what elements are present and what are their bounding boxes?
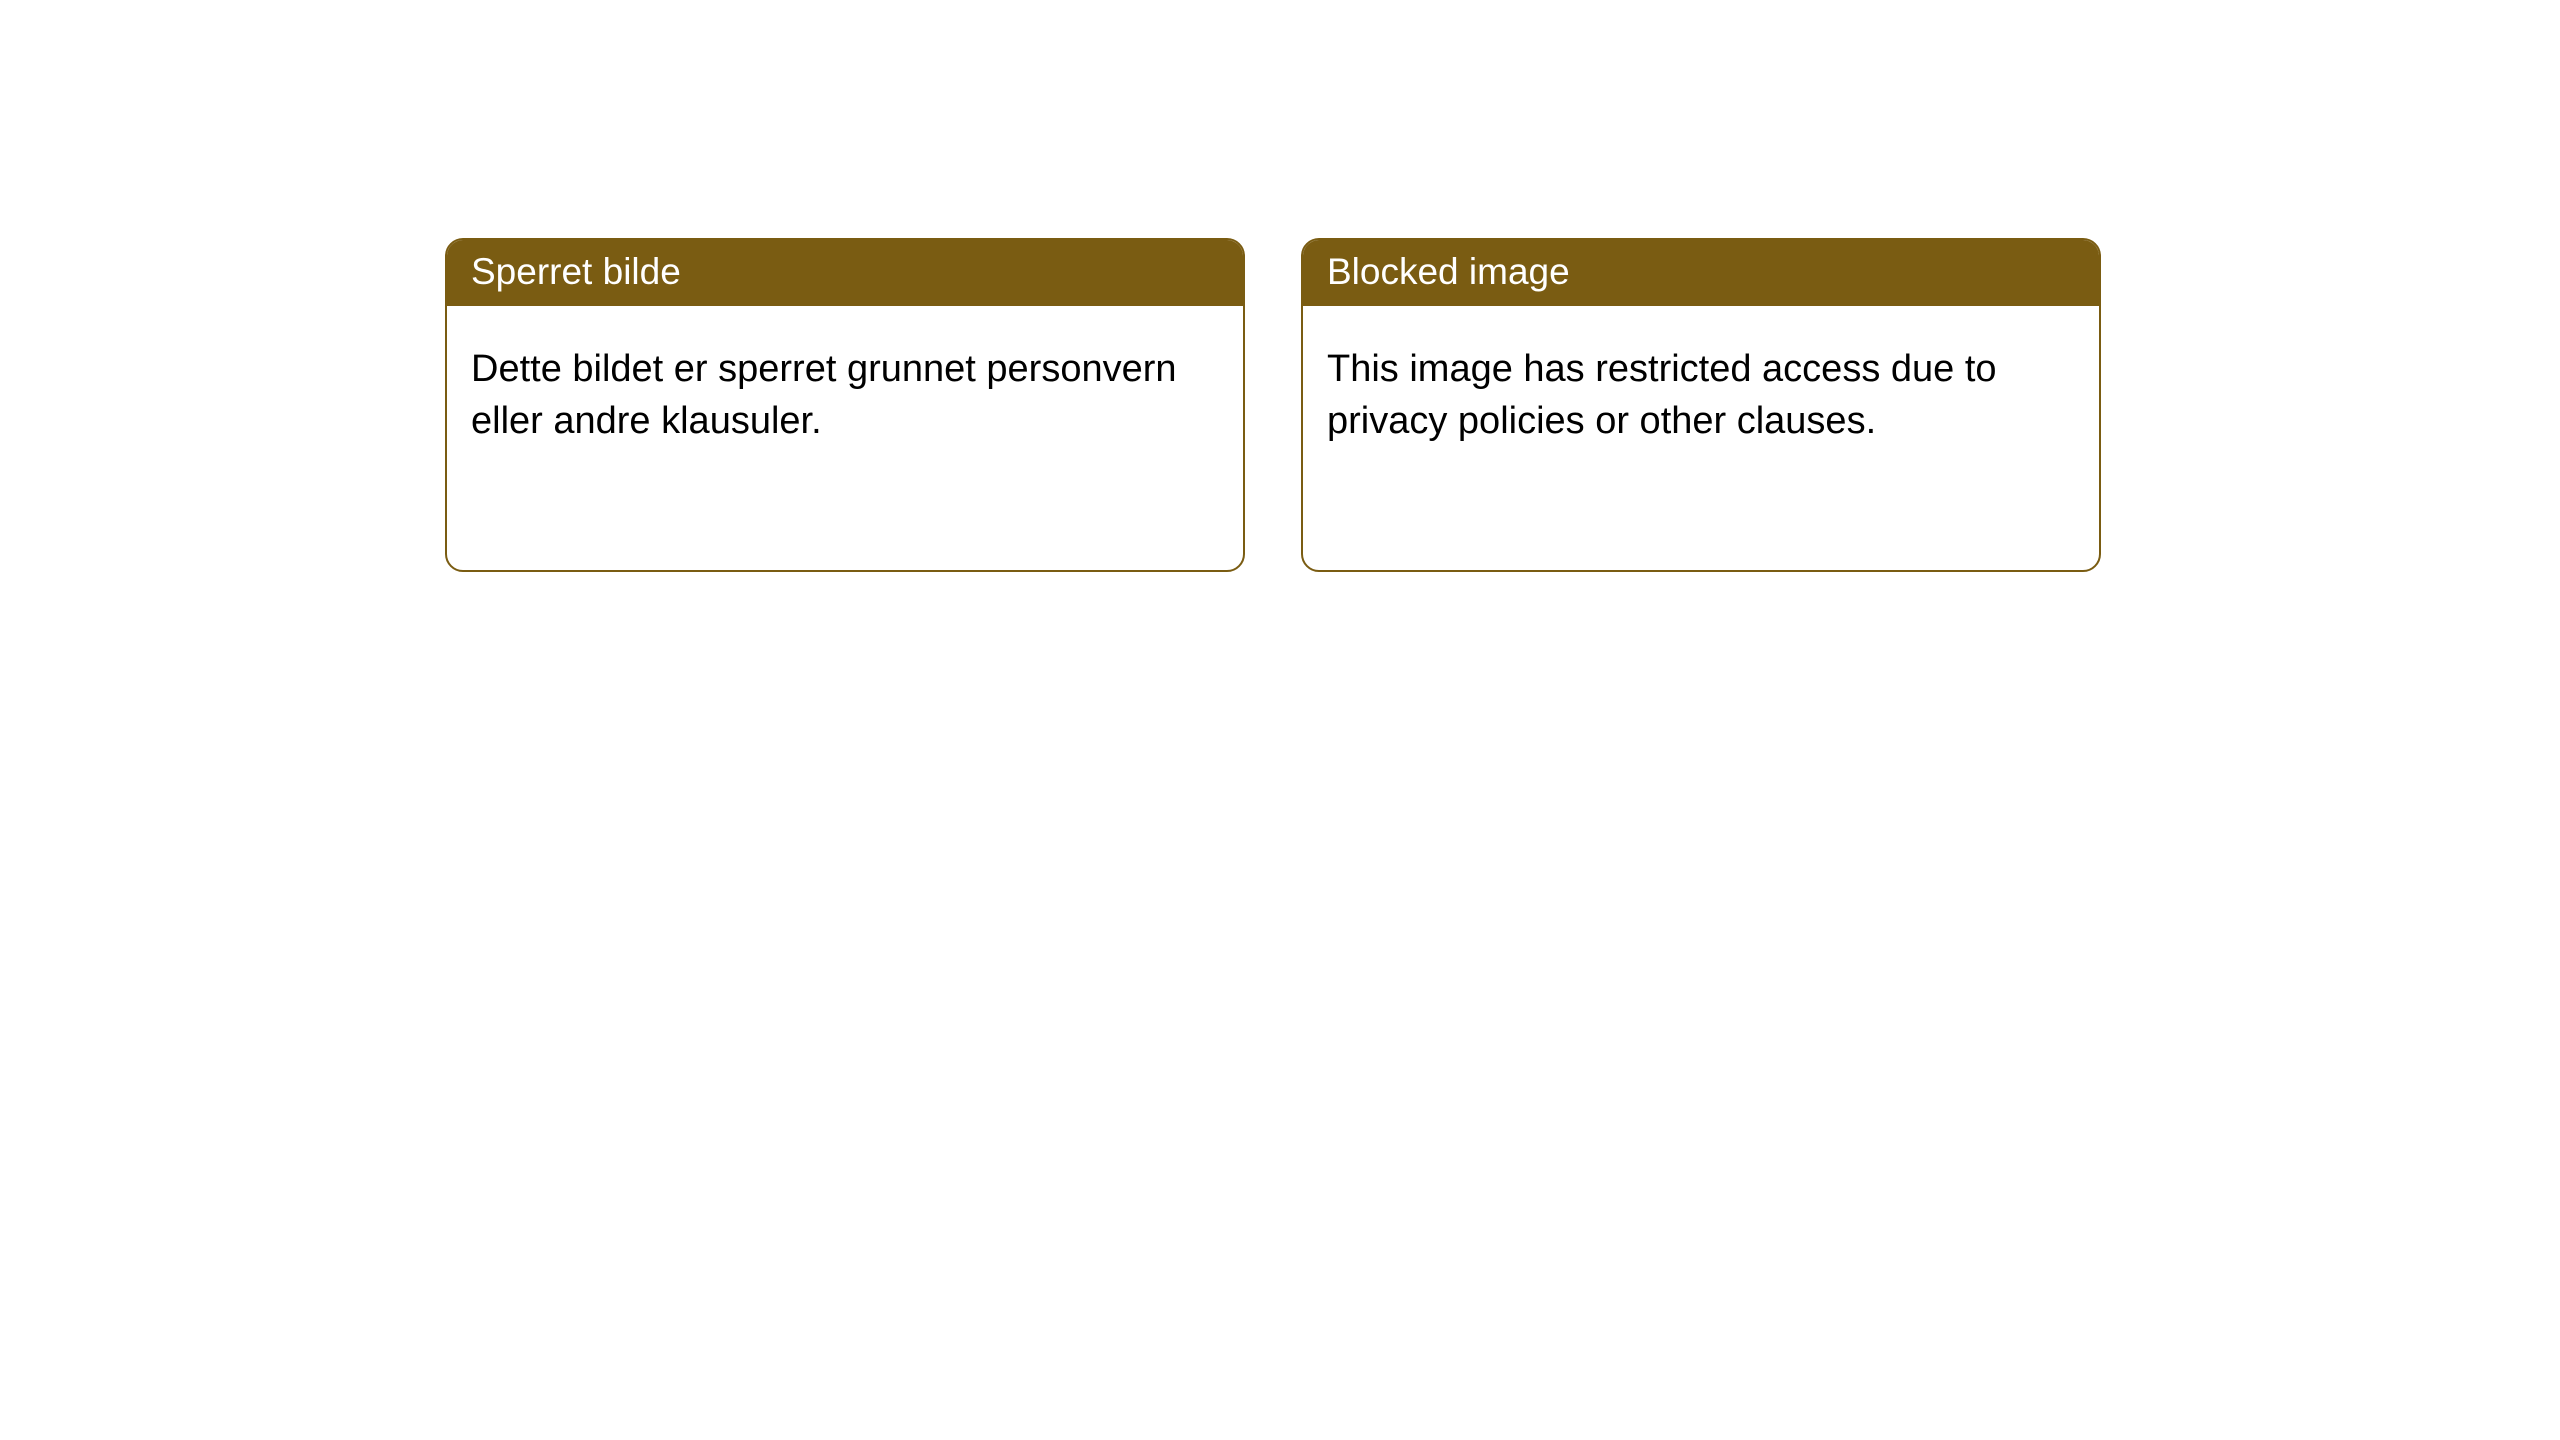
card-body: Dette bildet er sperret grunnet personve…	[447, 306, 1243, 471]
blocked-image-card-no: Sperret bilde Dette bildet er sperret gr…	[445, 238, 1245, 572]
card-header: Blocked image	[1303, 240, 2099, 306]
card-body: This image has restricted access due to …	[1303, 306, 2099, 471]
card-header: Sperret bilde	[447, 240, 1243, 306]
notice-container: Sperret bilde Dette bildet er sperret gr…	[0, 0, 2560, 572]
blocked-image-card-en: Blocked image This image has restricted …	[1301, 238, 2101, 572]
